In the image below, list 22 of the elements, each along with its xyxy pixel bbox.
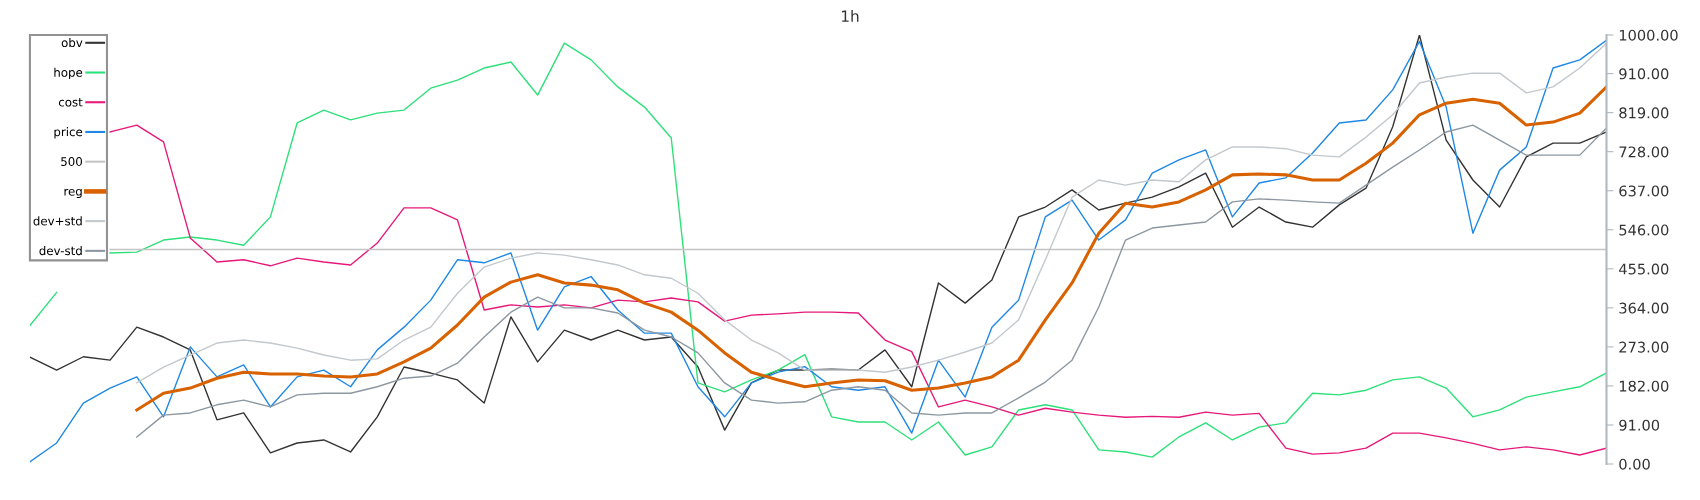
y-tick-label: 546.00 xyxy=(1619,224,1669,236)
chart-title: 1h xyxy=(841,10,859,22)
legend-label: obv xyxy=(61,37,83,48)
line-series xyxy=(135,85,1607,412)
y-tick-label: 0.00 xyxy=(1619,458,1650,470)
y-tick-label: 910.00 xyxy=(1619,68,1669,80)
y-tick-label: 273.00 xyxy=(1619,341,1669,353)
legend-label: hope xyxy=(54,67,83,80)
y-tick-label: 182.00 xyxy=(1619,380,1669,392)
legend-label: price xyxy=(54,127,83,139)
legend-label: reg xyxy=(64,188,82,198)
y-tick-label: 819.00 xyxy=(1619,107,1669,119)
legend-label: cost xyxy=(58,98,83,107)
legend-label: dev+std xyxy=(33,216,82,226)
y-tick-label: 728.00 xyxy=(1619,146,1669,158)
y-tick-label: 1000.00 xyxy=(1619,29,1678,41)
y-tick-label: 364.00 xyxy=(1619,302,1669,314)
y-tick-label: 455.00 xyxy=(1619,263,1669,275)
y-tick-label: 91.00 xyxy=(1619,419,1660,431)
legend-label: dev-std xyxy=(39,246,82,256)
y-tick-label: 637.00 xyxy=(1619,185,1669,197)
legend-label: 500 xyxy=(61,157,82,166)
